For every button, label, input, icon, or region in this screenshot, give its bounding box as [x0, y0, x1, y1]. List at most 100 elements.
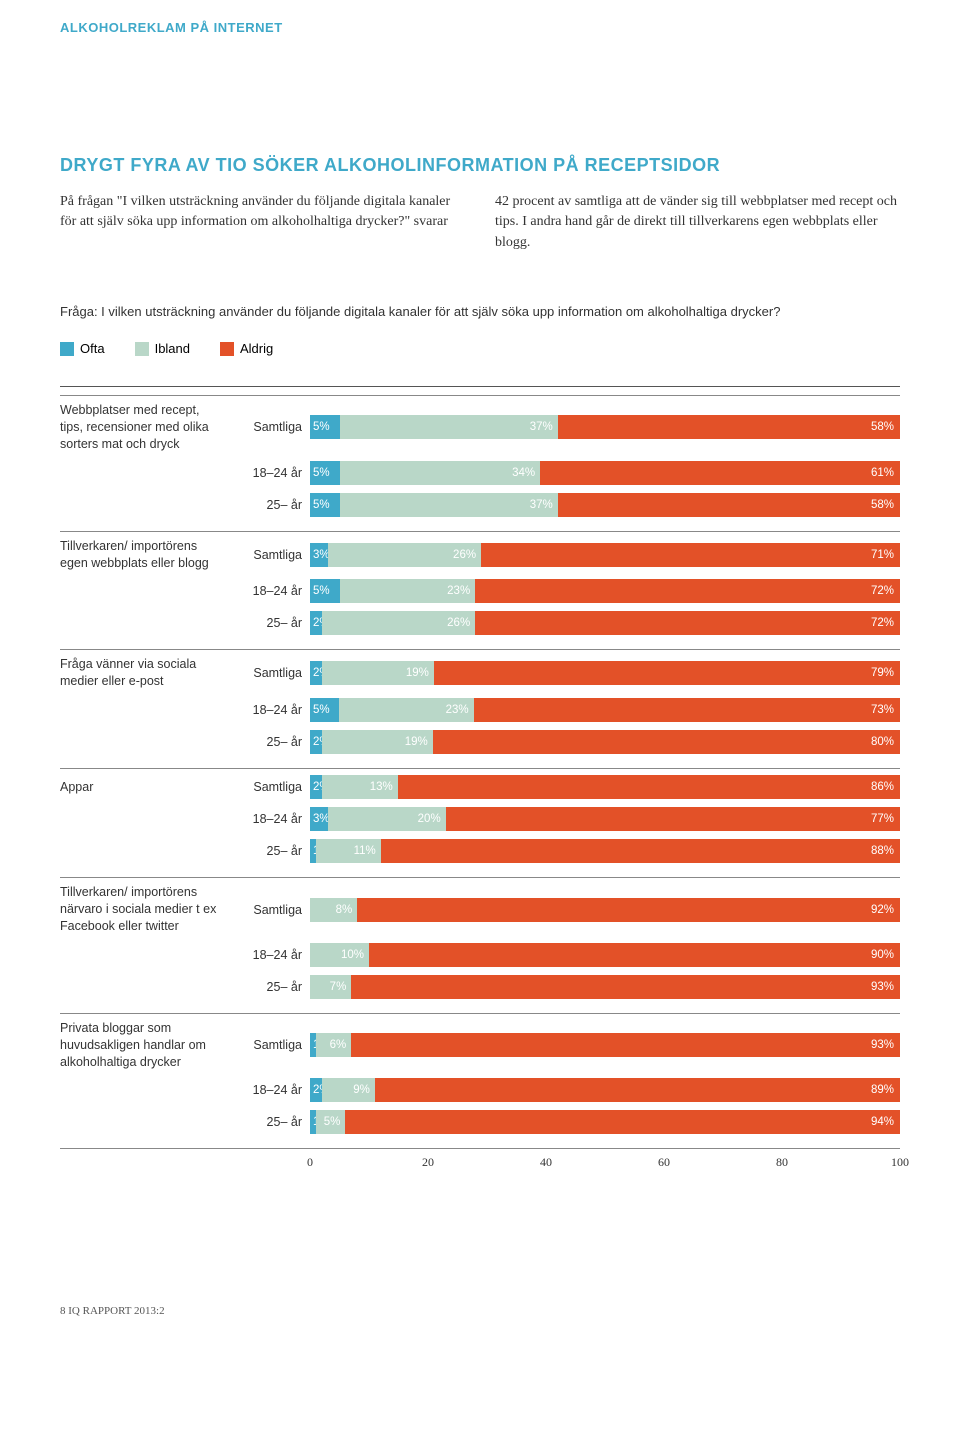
chart-group: Tillverkaren/ importörens egen webbplats…: [60, 531, 900, 650]
bar: 1%11%88%: [310, 839, 900, 863]
bar: 1%5%94%: [310, 1110, 900, 1134]
legend-item-ibland: Ibland: [135, 341, 190, 356]
chart-row: 25– år2%26%72%: [60, 611, 900, 635]
bar-segment-aldrig: 77%: [446, 807, 900, 831]
group-label: Tillverkaren/ importörens egen webbplats…: [60, 538, 235, 572]
bar: 2%13%86%: [310, 775, 900, 799]
bar-segment-ofta: 3%: [310, 807, 328, 831]
age-label: 25– år: [235, 735, 310, 749]
bar-segment-ibland: 20%: [328, 807, 446, 831]
chart-top-rule: [60, 386, 900, 387]
bar-segment-ibland: 5%: [316, 1110, 346, 1134]
chart-row: 18–24 år2%9%89%: [60, 1078, 900, 1102]
chart-group: Privata bloggar som huvudsakligen handla…: [60, 1013, 900, 1150]
bar: 7%93%: [310, 975, 900, 999]
chart-row: 18–24 år3%20%77%: [60, 807, 900, 831]
age-label: 25– år: [235, 844, 310, 858]
age-label: Samtliga: [235, 666, 310, 680]
bar-segment-ofta: 3%: [310, 543, 328, 567]
bar-segment-ibland: 37%: [340, 493, 558, 517]
bar: 5%23%73%: [310, 698, 900, 722]
group-label: Webbplatser med recept, tips, recensione…: [60, 402, 235, 453]
bar-segment-ofta: 2%: [310, 661, 322, 685]
bar-segment-aldrig: 92%: [357, 898, 900, 922]
bar-segment-aldrig: 73%: [474, 698, 900, 722]
x-tick: 20: [422, 1155, 434, 1170]
bar-segment-ibland: 34%: [340, 461, 541, 485]
age-label: Samtliga: [235, 548, 310, 562]
bar: 10%90%: [310, 943, 900, 967]
chart-question: Fråga: I vilken utsträckning använder du…: [60, 303, 900, 321]
age-label: 25– år: [235, 980, 310, 994]
bar-segment-aldrig: 88%: [381, 839, 900, 863]
chart-row: Webbplatser med recept, tips, recensione…: [60, 402, 900, 453]
bar-segment-ibland: 6%: [316, 1033, 351, 1057]
group-label: Appar: [60, 779, 235, 796]
bar-segment-ibland: 19%: [322, 661, 434, 685]
bar-segment-aldrig: 93%: [351, 1033, 900, 1057]
chart-row: ApparSamtliga2%13%86%: [60, 775, 900, 799]
group-label: Fråga vänner via sociala medier eller e-…: [60, 656, 235, 690]
bar-segment-ofta: 2%: [310, 730, 322, 754]
chart-row: 18–24 år5%23%72%: [60, 579, 900, 603]
bar-segment-ibland: 26%: [328, 543, 481, 567]
chart-group: Webbplatser med recept, tips, recensione…: [60, 395, 900, 531]
chart-group: Fråga vänner via sociala medier eller e-…: [60, 649, 900, 768]
bar-segment-aldrig: 72%: [475, 611, 900, 635]
bar-segment-ofta: 2%: [310, 775, 322, 799]
bar: 3%26%71%: [310, 543, 900, 567]
chart-legend: Ofta Ibland Aldrig: [60, 341, 900, 356]
bar: 2%19%80%: [310, 730, 900, 754]
bar-segment-ibland: 23%: [339, 698, 473, 722]
age-label: Samtliga: [235, 1038, 310, 1052]
bar-segment-ibland: 23%: [340, 579, 476, 603]
bar-segment-ofta: 2%: [310, 611, 322, 635]
bar-segment-ibland: 7%: [310, 975, 351, 999]
bar-segment-aldrig: 90%: [369, 943, 900, 967]
bar: 5%37%58%: [310, 415, 900, 439]
age-label: 18–24 år: [235, 584, 310, 598]
bar: 5%34%61%: [310, 461, 900, 485]
age-label: 18–24 år: [235, 1083, 310, 1097]
page-footer: 8 IQ RAPPORT 2013:2: [60, 1305, 900, 1317]
chart-group: Tillverkaren/ importörens närvaro i soci…: [60, 877, 900, 1013]
chart-row: Fråga vänner via sociala medier eller e-…: [60, 656, 900, 690]
bar-segment-aldrig: 86%: [398, 775, 900, 799]
bar-segment-aldrig: 58%: [558, 415, 900, 439]
bar-segment-ofta: 5%: [310, 493, 340, 517]
chart-row: 25– år5%37%58%: [60, 493, 900, 517]
bar-segment-aldrig: 80%: [433, 730, 900, 754]
chart-row: 25– år7%93%: [60, 975, 900, 999]
chart-row: 25– år1%11%88%: [60, 839, 900, 863]
bar-segment-aldrig: 58%: [558, 493, 900, 517]
legend-label-ibland: Ibland: [155, 341, 190, 356]
bar: 2%19%79%: [310, 661, 900, 685]
bar-segment-aldrig: 89%: [375, 1078, 900, 1102]
bar-segment-aldrig: 61%: [540, 461, 900, 485]
x-tick: 100: [891, 1155, 909, 1170]
bar: 5%23%72%: [310, 579, 900, 603]
bar-segment-ofta: 5%: [310, 698, 339, 722]
age-label: 18–24 år: [235, 466, 310, 480]
chart-group: ApparSamtliga2%13%86% 18–24 år3%20%77% 25–…: [60, 768, 900, 877]
chart-row: Privata bloggar som huvudsakligen handla…: [60, 1020, 900, 1071]
bar-segment-ibland: 8%: [310, 898, 357, 922]
stacked-bar-chart: Webbplatser med recept, tips, recensione…: [60, 395, 900, 1149]
bar: 8%92%: [310, 898, 900, 922]
bar-segment-ibland: 26%: [322, 611, 475, 635]
group-label: Privata bloggar som huvudsakligen handla…: [60, 1020, 235, 1071]
bar: 2%26%72%: [310, 611, 900, 635]
bar-segment-ibland: 19%: [322, 730, 433, 754]
group-label: Tillverkaren/ importörens närvaro i soci…: [60, 884, 235, 935]
bar: 5%37%58%: [310, 493, 900, 517]
bar-segment-ibland: 11%: [316, 839, 381, 863]
x-tick: 0: [307, 1155, 313, 1170]
bar-segment-aldrig: 72%: [475, 579, 900, 603]
chart-row: 25– år1%5%94%: [60, 1110, 900, 1134]
page-header: ALKOHOLREKLAM PÅ INTERNET: [60, 20, 900, 35]
intro-col-1: På frågan "I vilken utsträckning använde…: [60, 192, 465, 253]
legend-label-ofta: Ofta: [80, 341, 105, 356]
chart-row: 18–24 år5%23%73%: [60, 698, 900, 722]
age-label: Samtliga: [235, 420, 310, 434]
bar-segment-ofta: 5%: [310, 579, 340, 603]
